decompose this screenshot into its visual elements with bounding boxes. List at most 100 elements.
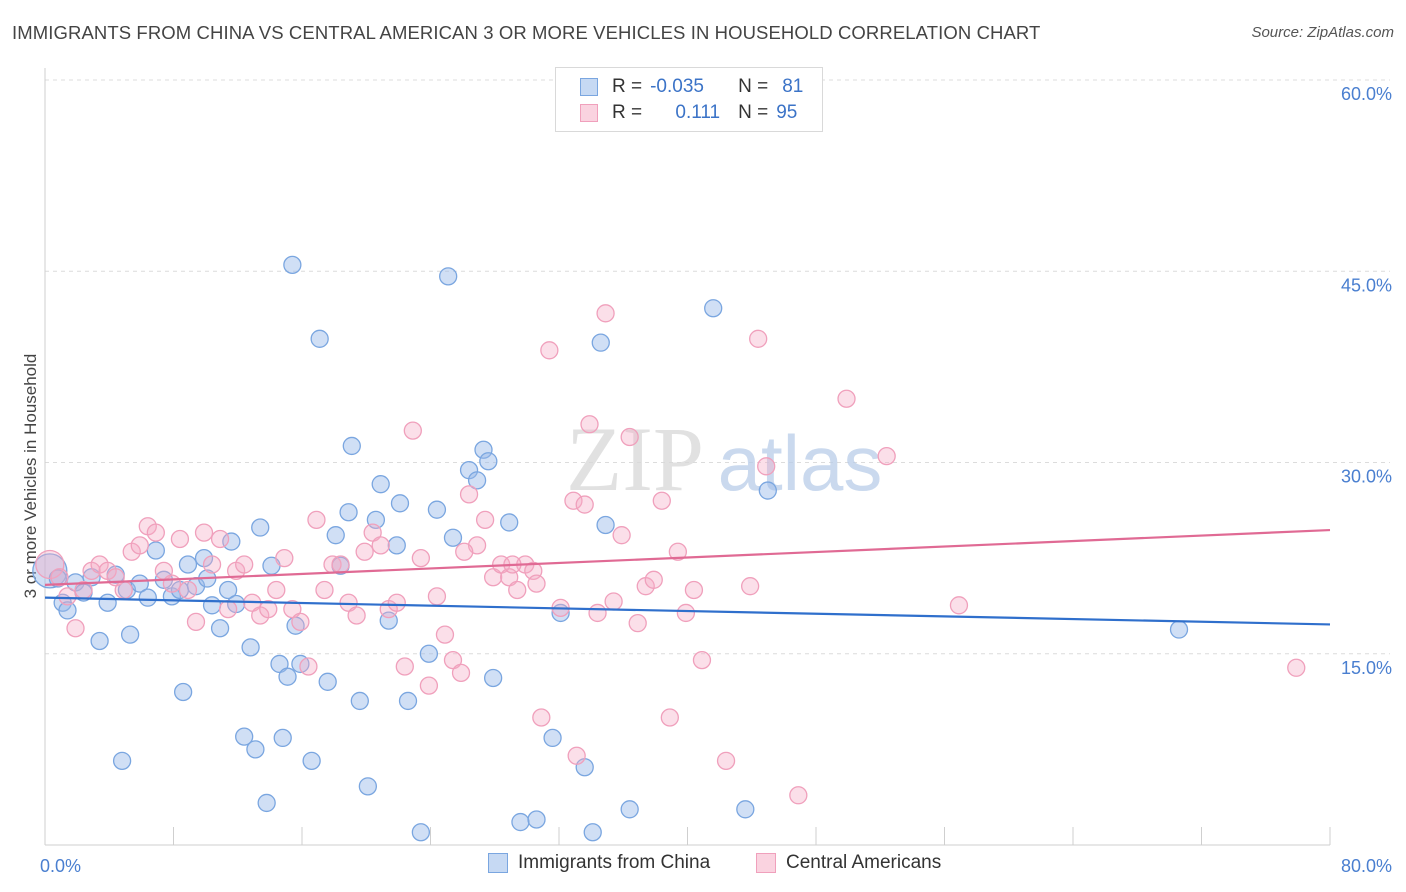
point-central <box>395 657 414 676</box>
point-central <box>564 491 583 510</box>
source-label: Source: ZipAtlas.com <box>1251 24 1394 41</box>
point-china <box>620 800 639 819</box>
point-central <box>459 485 479 504</box>
point-central <box>877 446 896 466</box>
point-china <box>527 810 546 829</box>
point-china <box>358 777 378 796</box>
point-central <box>162 574 182 593</box>
point-central <box>567 746 586 765</box>
point-china <box>474 440 493 459</box>
point-china <box>202 596 222 615</box>
point-central <box>435 625 455 644</box>
point-china <box>511 812 530 832</box>
point-central <box>267 580 286 600</box>
point-central <box>146 523 165 542</box>
point-central <box>716 751 736 770</box>
point-central <box>178 580 198 600</box>
point-central <box>575 495 594 514</box>
point-central <box>130 536 149 555</box>
point-central <box>387 593 406 612</box>
point-china <box>130 574 149 593</box>
point-china <box>235 727 254 746</box>
point-central <box>307 510 326 530</box>
y-tick-label: 60.0% <box>1341 84 1392 104</box>
point-central <box>411 548 431 568</box>
legend-row-central: R = 0.111 N = 95 <box>580 100 797 126</box>
legend-r-value: -0.035 <box>650 76 704 97</box>
point-china <box>398 691 418 711</box>
point-central <box>170 529 190 549</box>
legend-n-label: N = <box>738 102 769 123</box>
point-central <box>644 570 663 589</box>
legend-r-label: R = <box>612 102 643 123</box>
legend-n-label: N = <box>738 76 769 97</box>
point-china <box>138 588 157 607</box>
point-central <box>588 603 607 623</box>
point-central <box>652 491 671 510</box>
legend-swatch-central <box>580 104 598 122</box>
point-central <box>451 663 471 683</box>
point-china <box>146 541 165 560</box>
point-central <box>35 549 65 580</box>
point-china <box>241 638 260 657</box>
point-central <box>612 526 631 545</box>
point-china <box>302 751 321 770</box>
axes <box>44 68 1331 846</box>
point-china <box>479 452 498 471</box>
point-china <box>283 255 302 275</box>
point-central <box>676 603 696 623</box>
x-tick-label: 0.0% <box>40 856 81 876</box>
watermark-zip: ZIP <box>566 408 704 510</box>
point-china <box>310 329 329 348</box>
point-central <box>949 596 969 615</box>
point-central <box>455 542 474 561</box>
trend-lines <box>44 528 1331 626</box>
legend-item-china: Immigrants from China <box>488 852 710 874</box>
point-china <box>318 672 337 691</box>
point-central <box>527 574 546 593</box>
x-tick-label: 80.0% <box>1341 856 1392 876</box>
legend-n-value: 95 <box>776 102 798 123</box>
watermark-atlas: atlas <box>718 419 883 507</box>
point-china <box>591 333 610 352</box>
point-china <box>583 823 602 842</box>
point-central <box>202 555 222 574</box>
point-central <box>403 421 422 440</box>
point-central <box>331 555 350 574</box>
point-china <box>427 500 447 519</box>
legend-row-china: R = -0.035 N = 81 <box>580 74 803 100</box>
point-central <box>50 568 69 587</box>
point-china <box>704 299 723 318</box>
point-central <box>684 580 704 600</box>
point-central <box>58 587 77 606</box>
point-china <box>173 682 193 702</box>
point-china <box>443 528 463 547</box>
point-central <box>580 415 599 434</box>
legend-swatch-central <box>756 853 776 873</box>
point-central <box>692 650 712 670</box>
point-china <box>326 526 345 545</box>
point-central <box>186 612 206 632</box>
point-central <box>532 708 551 727</box>
point-china <box>419 644 439 663</box>
point-central <box>789 786 808 805</box>
point-central <box>355 542 374 561</box>
point-central <box>740 577 760 596</box>
legend-label-china: Immigrants from China <box>518 852 711 873</box>
point-central <box>1287 658 1306 677</box>
point-china <box>278 667 297 686</box>
point-china <box>543 728 562 748</box>
legend-item-central: Central Americans <box>756 852 941 874</box>
trend-line-central <box>44 528 1331 586</box>
point-china <box>411 823 431 842</box>
point-central <box>620 427 639 447</box>
point-china <box>387 536 406 555</box>
point-china <box>273 728 292 748</box>
point-china <box>339 503 358 522</box>
point-central <box>315 580 334 600</box>
point-central <box>427 587 447 606</box>
point-china <box>120 625 140 644</box>
point-central <box>749 329 768 348</box>
point-china <box>483 668 503 688</box>
